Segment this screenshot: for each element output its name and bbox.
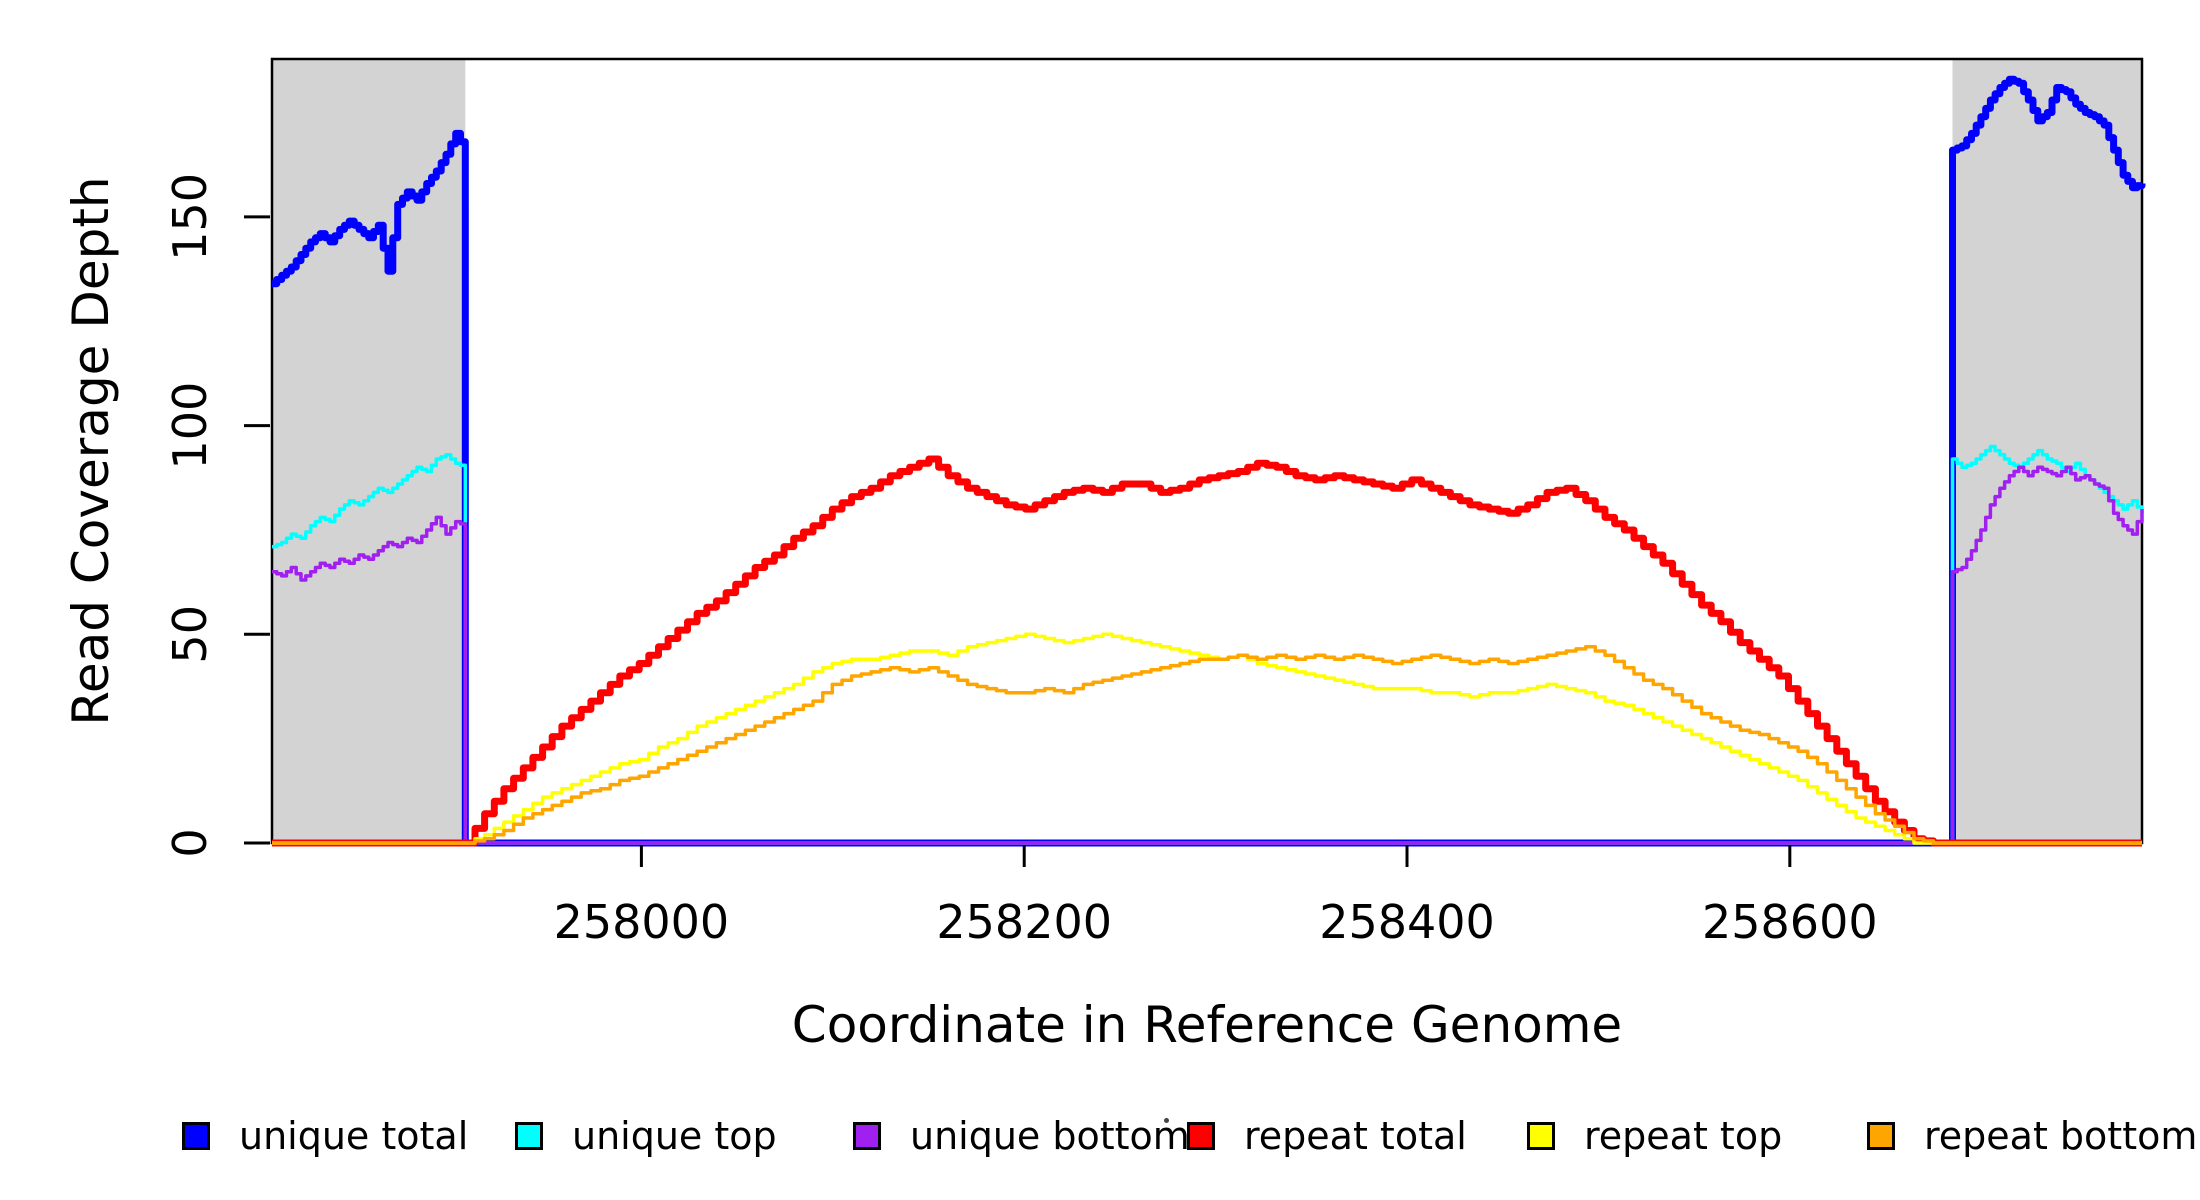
- legend-label: repeat total: [1244, 1114, 1467, 1158]
- series-line-unique-total: [272, 75, 2146, 847]
- x-tick-label: 258200: [936, 895, 1112, 949]
- repeat-bottom-swatch-icon: [1867, 1122, 1895, 1150]
- legend-label: repeat bottom: [1924, 1114, 2198, 1158]
- unique-bottom-swatch-icon: [853, 1122, 881, 1150]
- shaded-region: [1952, 59, 2142, 843]
- y-tick-label: 50: [163, 605, 217, 664]
- repeat-top-swatch-icon: [1527, 1122, 1555, 1150]
- legend-label: unique total: [239, 1114, 469, 1158]
- legend-item-unique-total: unique total: [182, 1114, 469, 1158]
- series-line-repeat-top: [272, 632, 2142, 845]
- plot-border: [270, 57, 2144, 845]
- series-line-repeat-total: [272, 455, 2142, 847]
- legend-item-repeat-bottom: repeat bottom: [1867, 1114, 2198, 1158]
- shaded-region: [272, 59, 466, 843]
- x-tick-label: 258400: [1319, 895, 1495, 949]
- legend: unique total unique top unique bottom re…: [0, 0, 2200, 1155]
- stray-dot: [1164, 1118, 1169, 1123]
- y-tick-label: 0: [163, 828, 217, 857]
- y-tick-label: 100: [163, 382, 217, 470]
- legend-label: unique bottom: [910, 1114, 1190, 1158]
- series-line-repeat-bottom: [272, 645, 2142, 845]
- unique-top-swatch-icon: [515, 1122, 543, 1150]
- series-line-unique-bottom: [272, 465, 2144, 845]
- legend-label: unique top: [572, 1114, 777, 1158]
- legend-item-unique-bottom: unique bottom: [853, 1114, 1190, 1158]
- legend-item-unique-top: unique top: [515, 1114, 777, 1158]
- y-tick-label: 150: [163, 173, 217, 261]
- x-axis-title: Coordinate in Reference Genome: [792, 996, 1622, 1054]
- x-tick-label: 258000: [554, 895, 730, 949]
- repeat-total-swatch-icon: [1187, 1122, 1215, 1150]
- legend-item-repeat-top: repeat top: [1527, 1114, 1783, 1158]
- legend-item-repeat-total: repeat total: [1187, 1114, 1467, 1158]
- series-line-unique-top: [272, 444, 2144, 845]
- unique-total-swatch-icon: [182, 1122, 210, 1150]
- x-tick-label: 258600: [1702, 895, 1878, 949]
- legend-label: repeat top: [1584, 1114, 1783, 1158]
- y-axis-title: Read Coverage Depth: [62, 176, 120, 725]
